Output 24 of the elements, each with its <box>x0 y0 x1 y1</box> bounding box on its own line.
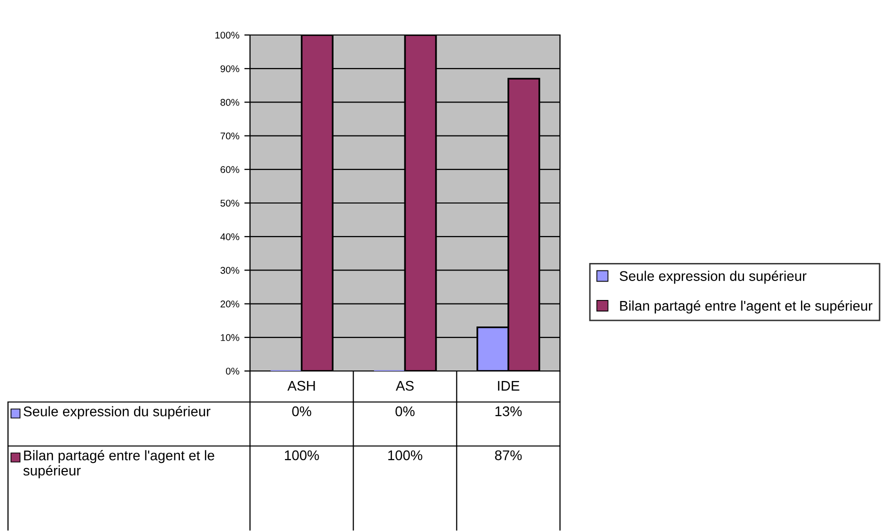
text: Bilan partagé entre l'agent et le supérieur <box>23 450 214 478</box>
y-tick-label: 100% <box>215 32 240 39</box>
data-label: 0% <box>292 406 312 416</box>
y-tick-label: 90% <box>220 65 240 72</box>
y-tick-label: 50% <box>220 200 240 207</box>
x-tick-label: IDE <box>498 381 520 391</box>
x-tick-label: ASH <box>287 380 315 391</box>
y-tick-label: 80% <box>220 98 240 106</box>
legend-label: Bilan partagé entre l'agent et le supérieur <box>620 300 872 314</box>
data-label: 0% <box>396 406 415 416</box>
y-tick-label: 70% <box>220 132 240 140</box>
text: Seule expression du supérieur <box>620 270 806 284</box>
data-label: 87% <box>495 450 522 460</box>
y-tick-label: 10% <box>220 334 240 342</box>
y-tick-label: 60% <box>220 166 240 174</box>
y-tick-label: 40% <box>220 233 240 240</box>
x-tick-label: AS <box>396 380 414 391</box>
data-label: 100% <box>284 450 319 460</box>
y-tick-label: 0% <box>226 368 240 375</box>
data-label: 100% <box>388 450 422 460</box>
y-tick-label: 30% <box>220 266 240 274</box>
data-label: 13% <box>495 406 522 416</box>
legend-label: Seule expression du supérieur <box>24 406 210 420</box>
y-tick-label: 20% <box>220 300 240 308</box>
